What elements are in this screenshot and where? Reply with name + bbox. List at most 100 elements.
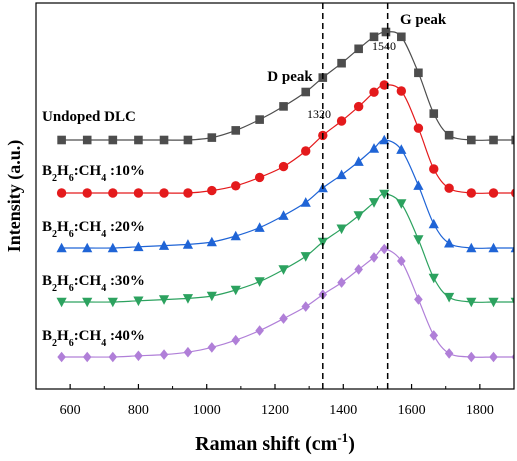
point-b2h6-ch4-10-19 — [444, 183, 454, 193]
point-b2h6-ch4-10-13 — [353, 101, 364, 112]
point-b2h6-ch4-30-8 — [254, 277, 265, 287]
x-axis: 600 800 1000 1200 1400 1600 1800 — [60, 384, 515, 418]
x-tick-label-800: 800 — [128, 403, 149, 418]
point-b2h6-ch4-10-4 — [159, 188, 169, 198]
point-b2h6-ch4-40-21 — [489, 351, 498, 363]
point-b2h6-ch4-10-8 — [254, 172, 265, 183]
point-undoped-dlc-0 — [57, 135, 66, 145]
x-tick-label-1800: 1800 — [466, 403, 494, 418]
point-b2h6-ch4-30-21 — [488, 297, 499, 308]
series-label-b2h6-ch4-30: B2H6:CH4 :30% — [42, 273, 145, 294]
point-b2h6-ch4-40-15 — [379, 243, 389, 255]
point-b2h6-ch4-20-14 — [368, 143, 380, 153]
point-b2h6-ch4-20-2 — [107, 242, 118, 253]
point-b2h6-ch4-20-10 — [300, 197, 311, 207]
point-undoped-dlc-22 — [511, 135, 514, 145]
point-b2h6-ch4-30-7 — [230, 285, 241, 296]
point-b2h6-ch4-30-20 — [466, 297, 477, 308]
point-b2h6-ch4-10-6 — [207, 185, 217, 196]
reference-lines: D peak 1320 G peak 1540 — [267, 3, 447, 389]
ref-label-d-peak: D peak — [267, 69, 313, 85]
point-b2h6-ch4-30-4 — [158, 295, 170, 305]
point-b2h6-ch4-10-20 — [466, 188, 477, 198]
point-b2h6-ch4-10-22 — [511, 188, 514, 198]
point-b2h6-ch4-40-3 — [134, 350, 143, 362]
x-tick-label-1400: 1400 — [329, 403, 357, 418]
point-b2h6-ch4-20-0 — [56, 242, 67, 253]
point-b2h6-ch4-40-18 — [429, 330, 439, 341]
ref-value-g-peak: 1540 — [372, 39, 396, 53]
point-b2h6-ch4-30-22 — [510, 297, 514, 305]
point-b2h6-ch4-40-0 — [57, 351, 66, 363]
point-b2h6-ch4-40-17 — [414, 294, 423, 305]
ref-label-g-peak: G peak — [400, 12, 447, 28]
point-b2h6-ch4-20-22 — [510, 245, 514, 253]
ref-value-d-peak: 1320 — [307, 107, 331, 121]
point-undoped-dlc-4 — [159, 135, 169, 145]
point-b2h6-ch4-20-13 — [353, 156, 364, 166]
point-b2h6-ch4-30-16 — [396, 199, 407, 209]
point-b2h6-ch4-30-9 — [278, 265, 289, 275]
point-b2h6-ch4-10-5 — [183, 188, 193, 198]
point-b2h6-ch4-40-2 — [108, 351, 118, 363]
point-b2h6-ch4-10-2 — [108, 188, 118, 198]
point-undoped-dlc-17 — [414, 68, 423, 78]
point-b2h6-ch4-20-21 — [488, 242, 499, 253]
point-b2h6-ch4-40-9 — [279, 313, 288, 324]
point-b2h6-ch4-30-6 — [206, 291, 217, 302]
point-b2h6-ch4-30-3 — [133, 296, 144, 307]
point-b2h6-ch4-10-7 — [231, 181, 241, 191]
point-b2h6-ch4-30-5 — [182, 294, 194, 304]
point-undoped-dlc-19 — [444, 130, 454, 140]
point-undoped-dlc-20 — [467, 135, 476, 145]
point-b2h6-ch4-20-8 — [254, 222, 265, 232]
y-axis-label: Intensity (a.u.) — [4, 140, 25, 253]
point-b2h6-ch4-20-19 — [444, 237, 455, 248]
series-b2h6-ch4-10 — [56, 80, 514, 198]
point-b2h6-ch4-10-15 — [379, 80, 389, 90]
point-b2h6-ch4-10-16 — [396, 86, 407, 96]
point-undoped-dlc-6 — [207, 133, 217, 142]
point-b2h6-ch4-10-10 — [301, 146, 311, 156]
x-axis-label: Raman shift (cm-1) — [195, 430, 355, 455]
point-b2h6-ch4-10-18 — [429, 164, 439, 174]
series-label-b2h6-ch4-40: B2H6:CH4 :40% — [42, 328, 145, 349]
point-b2h6-ch4-20-20 — [466, 242, 477, 253]
series-label-b2h6-ch4-10: B2H6:CH4 :10% — [42, 163, 145, 184]
point-b2h6-ch4-20-9 — [278, 210, 289, 220]
point-b2h6-ch4-30-18 — [428, 273, 439, 284]
point-undoped-dlc-14 — [369, 32, 379, 42]
point-b2h6-ch4-10-14 — [369, 87, 379, 97]
point-b2h6-ch4-40-7 — [231, 334, 241, 346]
point-b2h6-ch4-40-22 — [511, 353, 514, 361]
point-b2h6-ch4-40-5 — [183, 346, 193, 358]
point-b2h6-ch4-40-19 — [444, 348, 454, 359]
point-undoped-dlc-7 — [231, 126, 241, 135]
point-b2h6-ch4-30-12 — [336, 224, 347, 235]
point-b2h6-ch4-40-12 — [337, 277, 346, 288]
point-b2h6-ch4-10-9 — [278, 161, 289, 172]
x-axis-label-unit: (cm — [305, 433, 338, 455]
point-b2h6-ch4-30-2 — [107, 297, 118, 308]
x-tick-label-1600: 1600 — [398, 403, 426, 418]
point-b2h6-ch4-40-16 — [397, 255, 406, 267]
point-b2h6-ch4-10-0 — [56, 188, 67, 198]
point-b2h6-ch4-10-3 — [133, 188, 144, 198]
point-b2h6-ch4-20-12 — [336, 169, 347, 180]
point-b2h6-ch4-20-15 — [379, 134, 390, 145]
point-b2h6-ch4-10-12 — [336, 116, 347, 126]
point-undoped-dlc-15 — [381, 27, 391, 37]
x-tick-label-1200: 1200 — [261, 403, 289, 418]
point-b2h6-ch4-10-21 — [488, 188, 499, 198]
point-b2h6-ch4-30-1 — [82, 297, 93, 308]
point-b2h6-ch4-30-10 — [300, 252, 311, 262]
point-undoped-dlc-10 — [301, 87, 311, 97]
point-b2h6-ch4-30-13 — [353, 211, 364, 221]
x-axis-label-name: Raman shift — [195, 433, 300, 455]
x-axis-label-unit-sup: -1 — [337, 430, 348, 445]
point-undoped-dlc-12 — [337, 58, 346, 68]
point-b2h6-ch4-20-6 — [206, 236, 217, 247]
point-undoped-dlc-3 — [134, 135, 143, 145]
point-b2h6-ch4-20-17 — [413, 180, 424, 190]
